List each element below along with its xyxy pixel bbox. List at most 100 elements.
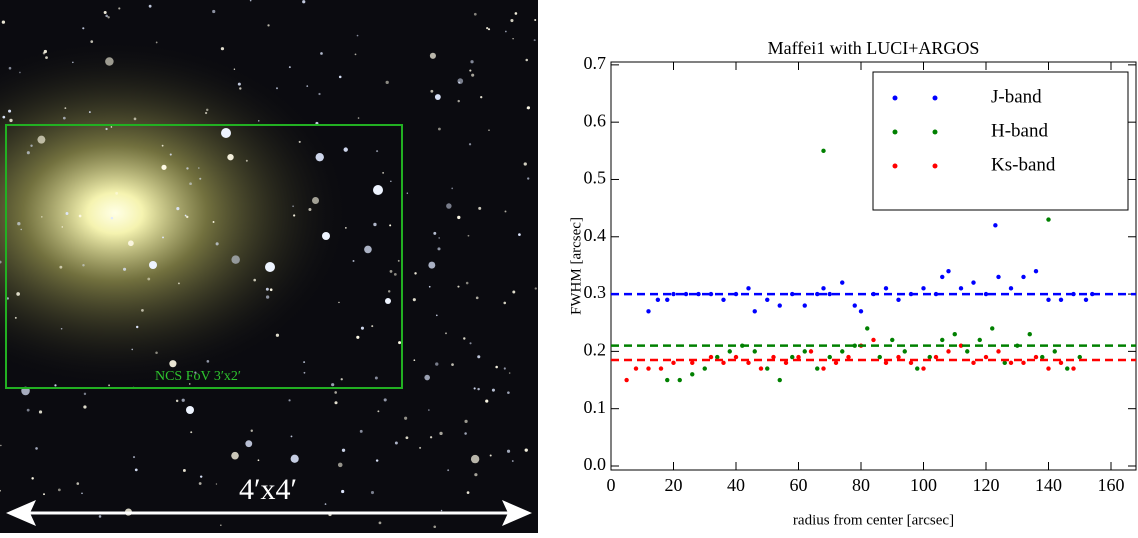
data-point [802, 349, 807, 354]
star [364, 245, 372, 254]
data-point [927, 354, 932, 360]
star [434, 94, 441, 100]
star [429, 52, 436, 59]
star [141, 309, 144, 312]
star [189, 182, 192, 186]
star [258, 120, 260, 122]
star [169, 360, 177, 368]
star [245, 159, 248, 162]
data-point [983, 354, 989, 360]
data-point [852, 303, 857, 308]
data-point [996, 274, 1001, 280]
star [338, 301, 340, 304]
legend-label: J-band [991, 86, 1042, 107]
star [457, 99, 460, 103]
star [199, 177, 202, 180]
star [467, 234, 470, 237]
star [446, 203, 452, 209]
data-point [1021, 360, 1026, 366]
star [288, 66, 291, 69]
star [477, 387, 480, 391]
data-point [1083, 297, 1089, 303]
star [375, 459, 379, 462]
star [389, 224, 392, 227]
data-point [1033, 354, 1039, 360]
data-point [752, 309, 757, 314]
data-point [821, 366, 826, 371]
star [30, 144, 33, 147]
star [534, 287, 537, 290]
star [43, 493, 45, 496]
data-point [971, 280, 976, 285]
data-point [846, 354, 851, 360]
star [290, 454, 299, 463]
star [198, 482, 202, 485]
data-point [840, 280, 845, 285]
star [486, 27, 489, 30]
data-point [1071, 366, 1076, 371]
data-point [827, 291, 832, 297]
star [503, 367, 506, 370]
star [458, 81, 461, 84]
star [344, 227, 347, 229]
star [331, 383, 335, 387]
star [115, 191, 119, 195]
data-point [858, 309, 864, 314]
chart-title: Maffei1 with LUCI+ARGOS [768, 38, 980, 58]
star [466, 491, 470, 494]
star [518, 233, 521, 236]
data-point [815, 291, 820, 297]
star [320, 52, 323, 55]
star [215, 483, 218, 485]
star [474, 473, 478, 477]
data-point [883, 360, 889, 366]
star [465, 281, 469, 285]
star [512, 37, 514, 40]
star [65, 212, 69, 215]
star [341, 489, 345, 494]
star [439, 431, 443, 436]
x-tick-label: 160 [1098, 475, 1125, 495]
star [405, 436, 409, 440]
star [0, 489, 1, 492]
x-axis-label: radius from center [arcsec] [793, 512, 954, 528]
x-tick-label: 120 [973, 475, 1000, 495]
star [506, 449, 511, 453]
star [504, 210, 507, 213]
data-point [696, 291, 701, 297]
sky-image: NCS FoV 3′x2′ 4′x4′ [0, 0, 538, 533]
data-point [790, 354, 795, 360]
star [128, 240, 134, 247]
data-point [933, 354, 939, 360]
data-point [777, 377, 782, 383]
star [2, 115, 6, 119]
star [45, 56, 48, 59]
x-tick-label: 40 [727, 475, 745, 495]
star [57, 488, 61, 492]
data-point [665, 297, 670, 303]
data-point [633, 366, 639, 371]
star [338, 75, 342, 79]
star [356, 335, 360, 339]
galaxy [0, 43, 345, 383]
star [275, 333, 280, 337]
data-point [1040, 354, 1045, 360]
chart: Maffei1 with LUCI+ARGOS radius from cente… [568, 38, 1137, 528]
star [318, 92, 321, 96]
star [133, 456, 136, 459]
star [231, 255, 240, 264]
star [206, 360, 210, 363]
star [383, 398, 387, 402]
star [445, 332, 447, 335]
legend-swatch [892, 163, 898, 169]
star [534, 18, 537, 21]
star [451, 363, 454, 366]
data-point [1058, 360, 1064, 366]
star [269, 288, 273, 292]
y-tick-label: 0.4 [584, 225, 607, 245]
star [433, 525, 437, 529]
star [184, 214, 187, 217]
data-point [915, 366, 920, 371]
star [311, 196, 320, 204]
data-point [646, 309, 651, 314]
